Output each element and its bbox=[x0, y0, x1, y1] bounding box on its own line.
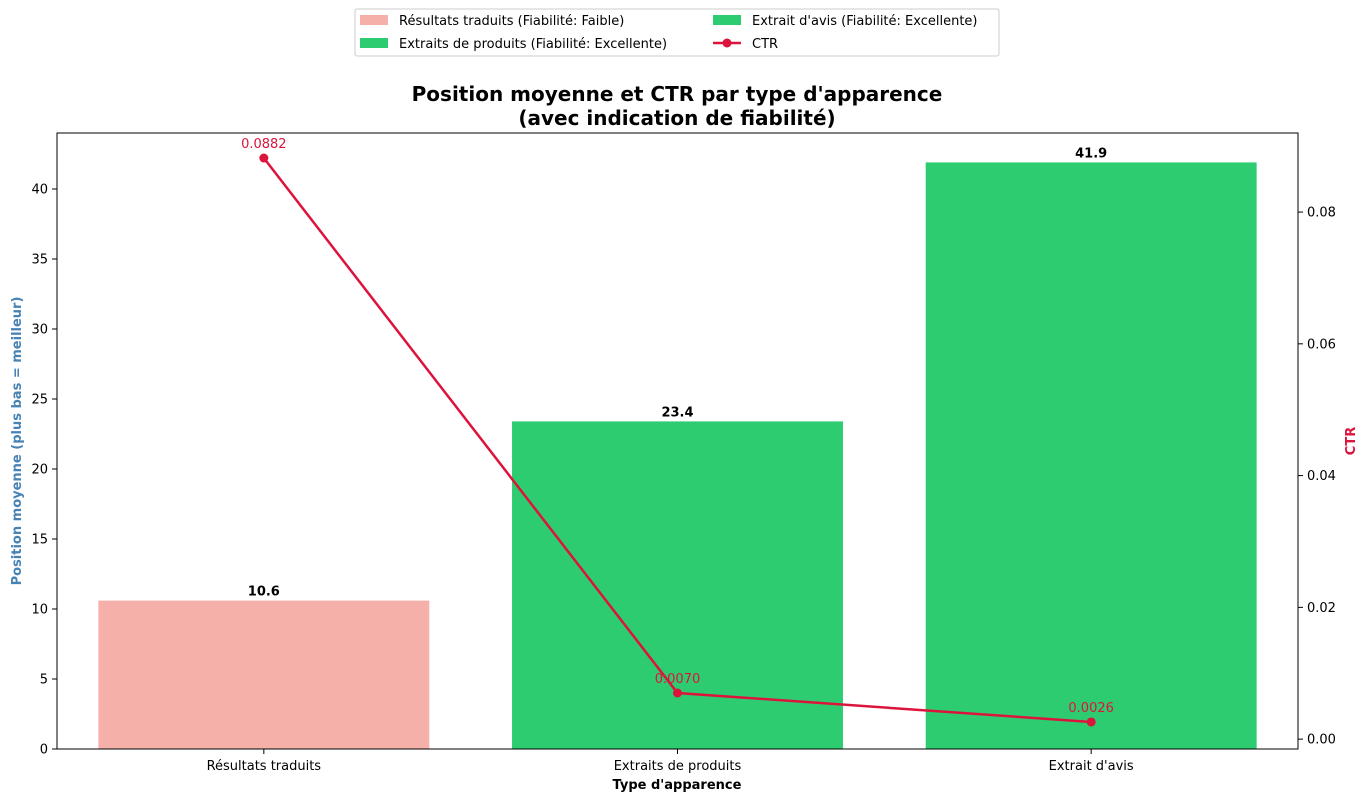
left-tick-label-5: 25 bbox=[31, 393, 48, 408]
x-tick-label-2: Extrait d'avis bbox=[1049, 759, 1134, 774]
y-axis-label-left: Position moyenne (plus bas = meilleur) bbox=[10, 297, 25, 586]
legend-item-2: Extrait d'avis (Fiabilité: Excellente) bbox=[713, 14, 978, 29]
legend: Résultats traduits (Fiabilité: Faible) E… bbox=[354, 8, 1000, 57]
bar-label-1: 23.4 bbox=[661, 405, 693, 420]
left-tick-label-2: 10 bbox=[31, 603, 48, 618]
legend-item-1: Extraits de produits (Fiabilité: Excelle… bbox=[360, 37, 667, 52]
ctr-label-2: 0.0026 bbox=[1068, 701, 1114, 716]
left-tick-label-0: 0 bbox=[40, 743, 48, 758]
right-tick-label-3: 0.06 bbox=[1307, 337, 1336, 352]
ctr-point-0 bbox=[259, 153, 269, 163]
left-tick-label-6: 30 bbox=[31, 323, 48, 338]
legend-label-3: CTR bbox=[752, 37, 778, 52]
left-axis-ticks: 0 5 10 15 20 25 30 35 40 bbox=[31, 183, 57, 758]
bar-1 bbox=[512, 421, 843, 749]
x-axis-label: Type d'apparence bbox=[613, 778, 742, 793]
right-tick-label-0: 0.00 bbox=[1307, 733, 1336, 748]
left-tick-label-8: 40 bbox=[31, 183, 48, 198]
left-tick-label-7: 35 bbox=[31, 253, 48, 268]
right-tick-label-1: 0.02 bbox=[1307, 601, 1336, 616]
ctr-point-2 bbox=[1086, 717, 1096, 727]
x-tick-label-1: Extraits de produits bbox=[614, 759, 742, 774]
ctr-point-1 bbox=[673, 688, 682, 698]
right-tick-label-2: 0.04 bbox=[1307, 469, 1336, 484]
legend-swatch-1 bbox=[360, 38, 388, 48]
legend-label-0: Résultats traduits (Fiabilité: Faible) bbox=[399, 14, 624, 29]
right-axis-ticks: 0.00 0.02 0.04 0.06 0.08 bbox=[1298, 206, 1336, 748]
legend-frame bbox=[354, 8, 1000, 57]
y-axis-label-right: CTR bbox=[1344, 427, 1359, 455]
x-tick-label-0: Résultats traduits bbox=[207, 759, 322, 774]
bar-0 bbox=[98, 600, 430, 749]
legend-marker-ctr bbox=[722, 38, 732, 48]
left-tick-label-4: 20 bbox=[31, 463, 48, 478]
legend-swatch-2 bbox=[713, 15, 741, 25]
bar-label-2: 41.9 bbox=[1075, 146, 1107, 161]
chart-title-line-1: Position moyenne et CTR par type d'appar… bbox=[412, 82, 943, 106]
left-tick-label-1: 5 bbox=[40, 673, 48, 688]
legend-item-3: CTR bbox=[713, 37, 778, 52]
x-axis-ticks: Résultats traduits Extraits de produits Ex… bbox=[207, 749, 1134, 774]
ctr-label-1: 0.0070 bbox=[655, 672, 701, 687]
ctr-labels-group: 0.0882 0.0070 0.0026 bbox=[241, 137, 1114, 716]
right-tick-label-4: 0.08 bbox=[1307, 206, 1336, 221]
bar-2 bbox=[925, 162, 1257, 749]
legend-swatch-0 bbox=[360, 15, 388, 25]
bar-label-0: 10.6 bbox=[248, 585, 280, 600]
legend-item-0: Résultats traduits (Fiabilité: Faible) bbox=[360, 14, 624, 29]
chart-title-line-2: (avec indication de fiabilité) bbox=[518, 106, 835, 130]
legend-label-1: Extraits de produits (Fiabilité: Excelle… bbox=[399, 37, 667, 52]
ctr-label-0: 0.0882 bbox=[241, 137, 287, 152]
bars-group bbox=[98, 162, 1257, 749]
ctr-line-group bbox=[259, 153, 1096, 727]
left-tick-label-3: 15 bbox=[31, 533, 48, 548]
bar-labels-group: 10.6 23.4 41.9 bbox=[248, 146, 1107, 599]
legend-label-2: Extrait d'avis (Fiabilité: Excellente) bbox=[752, 14, 978, 29]
